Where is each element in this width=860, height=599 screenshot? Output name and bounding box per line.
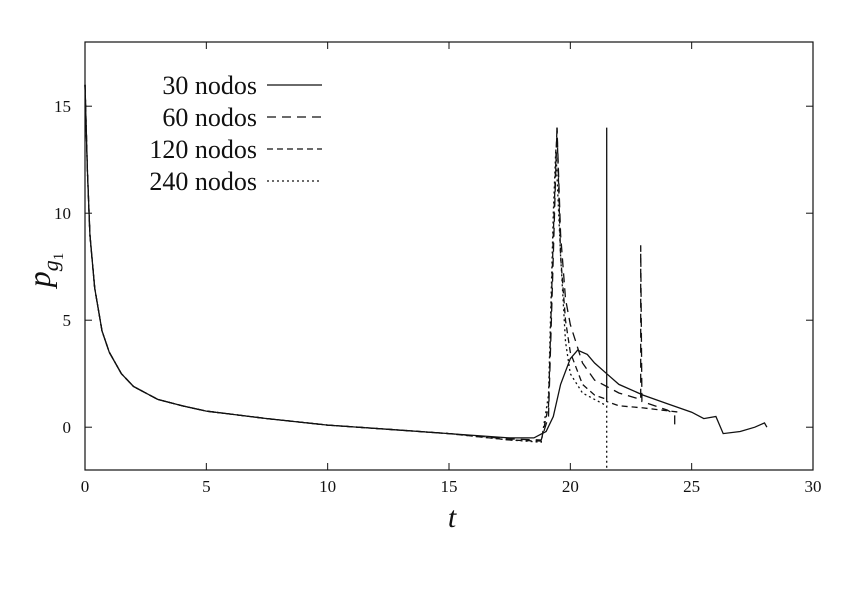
x-tick-label: 20 <box>562 477 579 496</box>
y-tick-label: 15 <box>54 97 71 116</box>
x-tick-label: 0 <box>81 477 90 496</box>
legend-label: 120 nodos <box>149 135 257 164</box>
legend-label: 60 nodos <box>162 103 257 132</box>
y-label-sub: g <box>38 260 63 271</box>
y-tick-label: 0 <box>63 418 72 437</box>
x-tick-label: 5 <box>202 477 211 496</box>
y-axis-label: pg1 <box>21 253 67 290</box>
y-label-subsub: 1 <box>51 253 67 261</box>
x-tick-label: 30 <box>805 477 822 496</box>
x-axis-label: t <box>448 501 457 534</box>
series-line <box>84 84 680 442</box>
x-tick-label: 15 <box>441 477 458 496</box>
y-tick-label: 10 <box>54 204 71 223</box>
legend-label: 240 nodos <box>149 167 257 196</box>
y-tick-label: 5 <box>63 311 72 330</box>
series-line <box>84 84 676 441</box>
x-tick-label: 10 <box>319 477 336 496</box>
legend-label: 30 nodos <box>162 71 257 100</box>
y-label-base: p <box>21 271 57 289</box>
x-tick-label: 25 <box>683 477 700 496</box>
